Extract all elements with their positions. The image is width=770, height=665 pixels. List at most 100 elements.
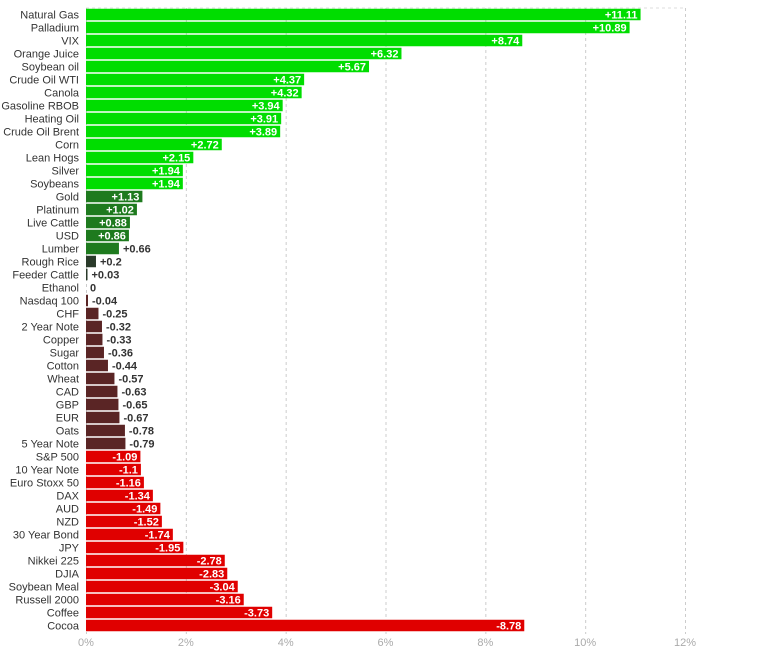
data-label: -3.04 bbox=[210, 582, 236, 594]
bar bbox=[86, 268, 88, 281]
bar bbox=[86, 34, 523, 47]
category-label: GBP bbox=[56, 400, 79, 412]
bar bbox=[86, 398, 119, 411]
category-label: Rough Rice bbox=[22, 257, 79, 269]
data-label: +0.2 bbox=[100, 257, 122, 269]
data-label: +1.94 bbox=[152, 166, 181, 178]
category-label: CHF bbox=[56, 309, 79, 321]
data-label: +0.86 bbox=[98, 231, 126, 243]
bar bbox=[86, 255, 96, 268]
x-tick-label: 8% bbox=[477, 637, 493, 649]
data-label: -3.73 bbox=[244, 608, 269, 620]
data-label: +2.15 bbox=[162, 153, 190, 165]
category-label: S&P 500 bbox=[36, 452, 79, 464]
data-label: -0.25 bbox=[102, 309, 127, 321]
category-label: 10 Year Note bbox=[15, 465, 79, 477]
category-label: 30 Year Bond bbox=[13, 530, 79, 542]
bar bbox=[86, 60, 370, 73]
bar bbox=[86, 112, 282, 125]
data-label: -0.33 bbox=[106, 335, 131, 347]
data-label: -1.16 bbox=[116, 478, 141, 490]
category-label: Euro Stoxx 50 bbox=[10, 478, 79, 490]
category-label: Coffee bbox=[47, 608, 79, 620]
category-label: Platinum bbox=[36, 205, 79, 217]
x-axis-ticks: 0% 2% 4% 6% 8% 10% 12% bbox=[78, 637, 696, 649]
data-label: +0.66 bbox=[123, 244, 151, 256]
category-label: Lumber bbox=[42, 244, 80, 256]
data-label: +4.37 bbox=[273, 75, 301, 87]
bar bbox=[86, 8, 641, 21]
category-label: Orange Juice bbox=[14, 49, 79, 61]
bar bbox=[86, 216, 130, 229]
bar bbox=[86, 307, 99, 320]
data-label: -2.83 bbox=[199, 569, 224, 581]
bar bbox=[86, 489, 153, 502]
bar bbox=[86, 333, 103, 346]
bar bbox=[86, 463, 141, 476]
category-label: 5 Year Note bbox=[22, 439, 80, 451]
bar bbox=[86, 528, 173, 541]
bar bbox=[86, 359, 108, 372]
category-label: Live Cattle bbox=[27, 218, 79, 230]
bar bbox=[86, 138, 222, 151]
data-label: 0 bbox=[90, 283, 96, 295]
bar bbox=[86, 21, 630, 34]
bar bbox=[86, 47, 402, 60]
category-label: Crude Oil WTI bbox=[9, 75, 79, 87]
data-label: -0.44 bbox=[112, 361, 138, 373]
bar bbox=[86, 242, 119, 255]
data-label: +8.74 bbox=[491, 36, 520, 48]
category-label: Palladium bbox=[31, 23, 79, 35]
bar bbox=[86, 450, 141, 463]
data-label: +11.11 bbox=[605, 10, 638, 22]
data-label: -1.52 bbox=[134, 517, 159, 529]
bar bbox=[86, 164, 183, 177]
category-label: Oats bbox=[56, 426, 80, 438]
category-label: Lean Hogs bbox=[26, 153, 80, 165]
data-label: -1.34 bbox=[125, 491, 151, 503]
category-label: Heating Oil bbox=[25, 114, 79, 126]
bar bbox=[86, 203, 137, 216]
category-label: Sugar bbox=[50, 348, 80, 360]
category-label: VIX bbox=[61, 36, 79, 48]
data-label: -1.74 bbox=[145, 530, 171, 542]
data-label: +3.94 bbox=[252, 101, 281, 113]
category-label: AUD bbox=[56, 504, 79, 516]
data-label: -1.1 bbox=[119, 465, 138, 477]
bar bbox=[86, 411, 120, 424]
data-label: -3.16 bbox=[216, 595, 241, 607]
x-tick-label: 10% bbox=[574, 637, 596, 649]
x-tick-label: 2% bbox=[178, 637, 194, 649]
x-tick-label: 4% bbox=[278, 637, 294, 649]
data-label: -0.57 bbox=[118, 374, 143, 386]
category-label: Soybean Meal bbox=[9, 582, 79, 594]
bar bbox=[86, 424, 125, 437]
data-label: +10.89 bbox=[593, 23, 627, 35]
bar bbox=[86, 606, 273, 619]
data-label: -2.78 bbox=[197, 556, 222, 568]
bar bbox=[86, 346, 104, 359]
category-label: Natural Gas bbox=[20, 10, 79, 22]
bar bbox=[86, 580, 238, 593]
bar bbox=[86, 177, 183, 190]
bars bbox=[86, 8, 641, 632]
data-label: -1.49 bbox=[132, 504, 157, 516]
data-label: +0.03 bbox=[92, 270, 120, 282]
category-label: Wheat bbox=[47, 374, 79, 386]
category-label: Ethanol bbox=[42, 283, 79, 295]
bar bbox=[86, 229, 129, 242]
category-label: Gasoline RBOB bbox=[1, 101, 79, 113]
category-label: Soybean oil bbox=[22, 62, 80, 74]
category-label: Silver bbox=[51, 166, 79, 178]
bar bbox=[86, 476, 144, 489]
bar bbox=[86, 190, 143, 203]
data-label: -1.09 bbox=[112, 452, 137, 464]
x-tick-label: 12% bbox=[674, 637, 696, 649]
category-label: Gold bbox=[56, 192, 79, 204]
category-label: Crude Oil Brent bbox=[3, 127, 79, 139]
data-label: -0.04 bbox=[92, 296, 118, 308]
category-label: Cotton bbox=[47, 361, 79, 373]
data-label: +4.32 bbox=[271, 88, 299, 100]
x-tick-label: 0% bbox=[78, 637, 94, 649]
